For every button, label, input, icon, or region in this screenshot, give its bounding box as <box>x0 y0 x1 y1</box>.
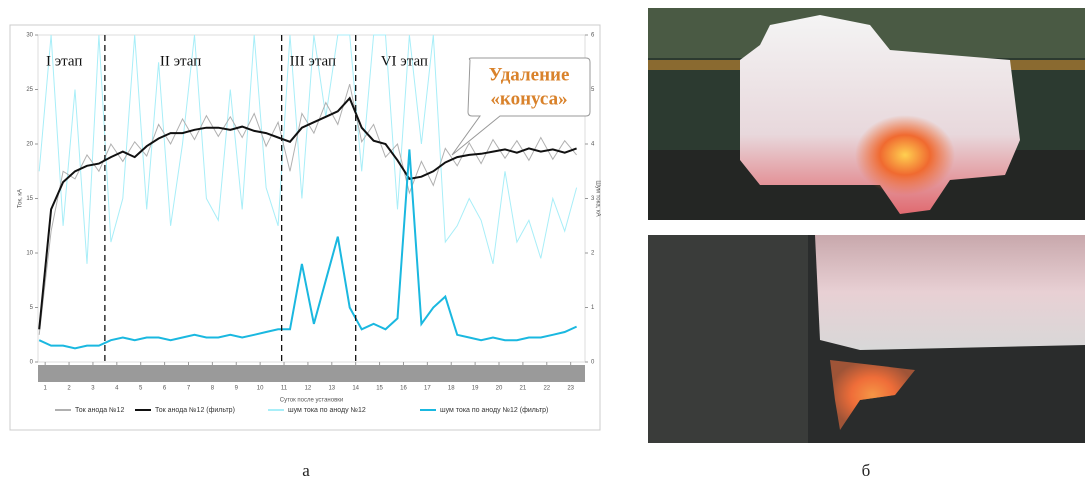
date-strip <box>38 365 585 382</box>
x-tick-label: 12 <box>305 386 312 392</box>
annotation: Удаление <box>489 64 570 85</box>
x-tick-label: 14 <box>352 386 359 392</box>
photo-top <box>648 8 1085 220</box>
x-tick-label: 19 <box>472 386 479 392</box>
stage-label: I этап <box>46 53 82 69</box>
y-tick-label: 10 <box>26 251 33 257</box>
legend-label: шум тока по аноду №12 (фильтр) <box>440 407 548 414</box>
y-tick-label: 20 <box>26 142 33 148</box>
caption: а <box>302 461 310 480</box>
x-tick-label: 17 <box>424 386 431 392</box>
y-tick-label: 30 <box>26 33 33 39</box>
x-tick-label: 21 <box>520 386 527 392</box>
x-tick-label: 18 <box>448 386 455 392</box>
legend-label: шум тока по аноду №12 <box>288 407 366 414</box>
x-tick-label: 23 <box>567 386 574 392</box>
legend-label: Ток анода №12 (фильтр) <box>155 407 235 414</box>
x-tick-label: 22 <box>543 386 550 392</box>
x-axis-title: Суток после установки <box>280 398 344 404</box>
stage-label: III этап <box>290 53 336 69</box>
annotation: «конуса» <box>490 88 567 109</box>
stage-label: VI этап <box>381 53 428 69</box>
x-tick-label: 16 <box>400 386 407 392</box>
x-tick-label: 11 <box>281 386 288 392</box>
y-tick-label: 25 <box>26 87 33 93</box>
x-tick-label: 10 <box>257 386 264 392</box>
x-tick-label: 20 <box>496 386 503 392</box>
figure: а б 051015202530012345612345678910111213… <box>0 0 1090 485</box>
stage-label: II этап <box>160 53 201 69</box>
y-axis-title: Ток, кА <box>18 189 24 208</box>
caption: б <box>862 461 871 480</box>
y2-axis-title: Шум тока, кА <box>594 180 600 216</box>
legend-label: Ток анода №12 <box>75 407 124 414</box>
y-tick-label: 15 <box>26 196 33 202</box>
photo-bottom <box>648 235 1085 443</box>
x-tick-label: 13 <box>328 386 335 392</box>
x-tick-label: 15 <box>376 386 383 392</box>
